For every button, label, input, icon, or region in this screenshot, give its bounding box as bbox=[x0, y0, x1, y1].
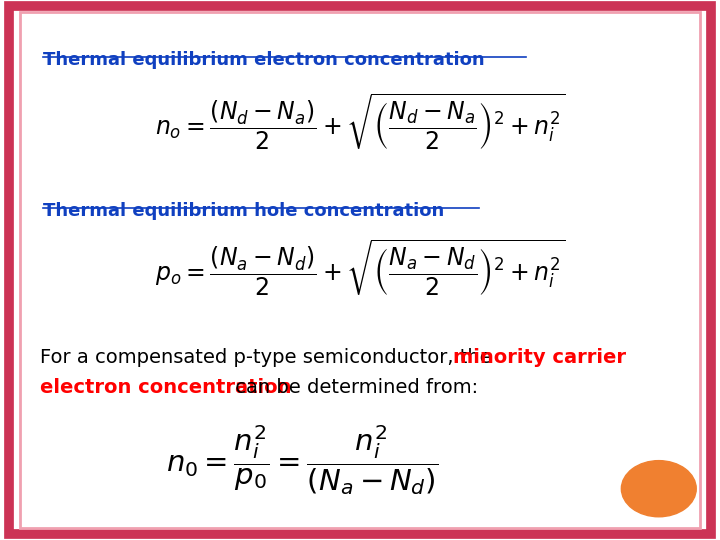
Text: $n_o = \dfrac{(N_d - N_a)}{2} + \sqrt{\left(\dfrac{N_d - N_a}{2}\right)^2 + n_i^: $n_o = \dfrac{(N_d - N_a)}{2} + \sqrt{\l… bbox=[155, 91, 565, 152]
Text: can be determined from:: can be determined from: bbox=[229, 378, 478, 397]
Text: Thermal equilibrium hole concentration: Thermal equilibrium hole concentration bbox=[43, 202, 444, 220]
Text: electron concentration: electron concentration bbox=[40, 378, 291, 397]
Text: $n_0 = \dfrac{n_i^2}{p_0} = \dfrac{n_i^2}{(N_a - N_d)}$: $n_0 = \dfrac{n_i^2}{p_0} = \dfrac{n_i^2… bbox=[166, 423, 438, 497]
Text: Thermal equilibrium electron concentration: Thermal equilibrium electron concentrati… bbox=[43, 51, 485, 69]
Text: For a compensated p-type semiconductor, the: For a compensated p-type semiconductor, … bbox=[40, 348, 498, 367]
Circle shape bbox=[621, 461, 696, 517]
Text: minority carrier: minority carrier bbox=[453, 348, 626, 367]
Text: $p_o = \dfrac{(N_a - N_d)}{2} + \sqrt{\left(\dfrac{N_a - N_d}{2}\right)^2 + n_i^: $p_o = \dfrac{(N_a - N_d)}{2} + \sqrt{\l… bbox=[155, 237, 565, 298]
